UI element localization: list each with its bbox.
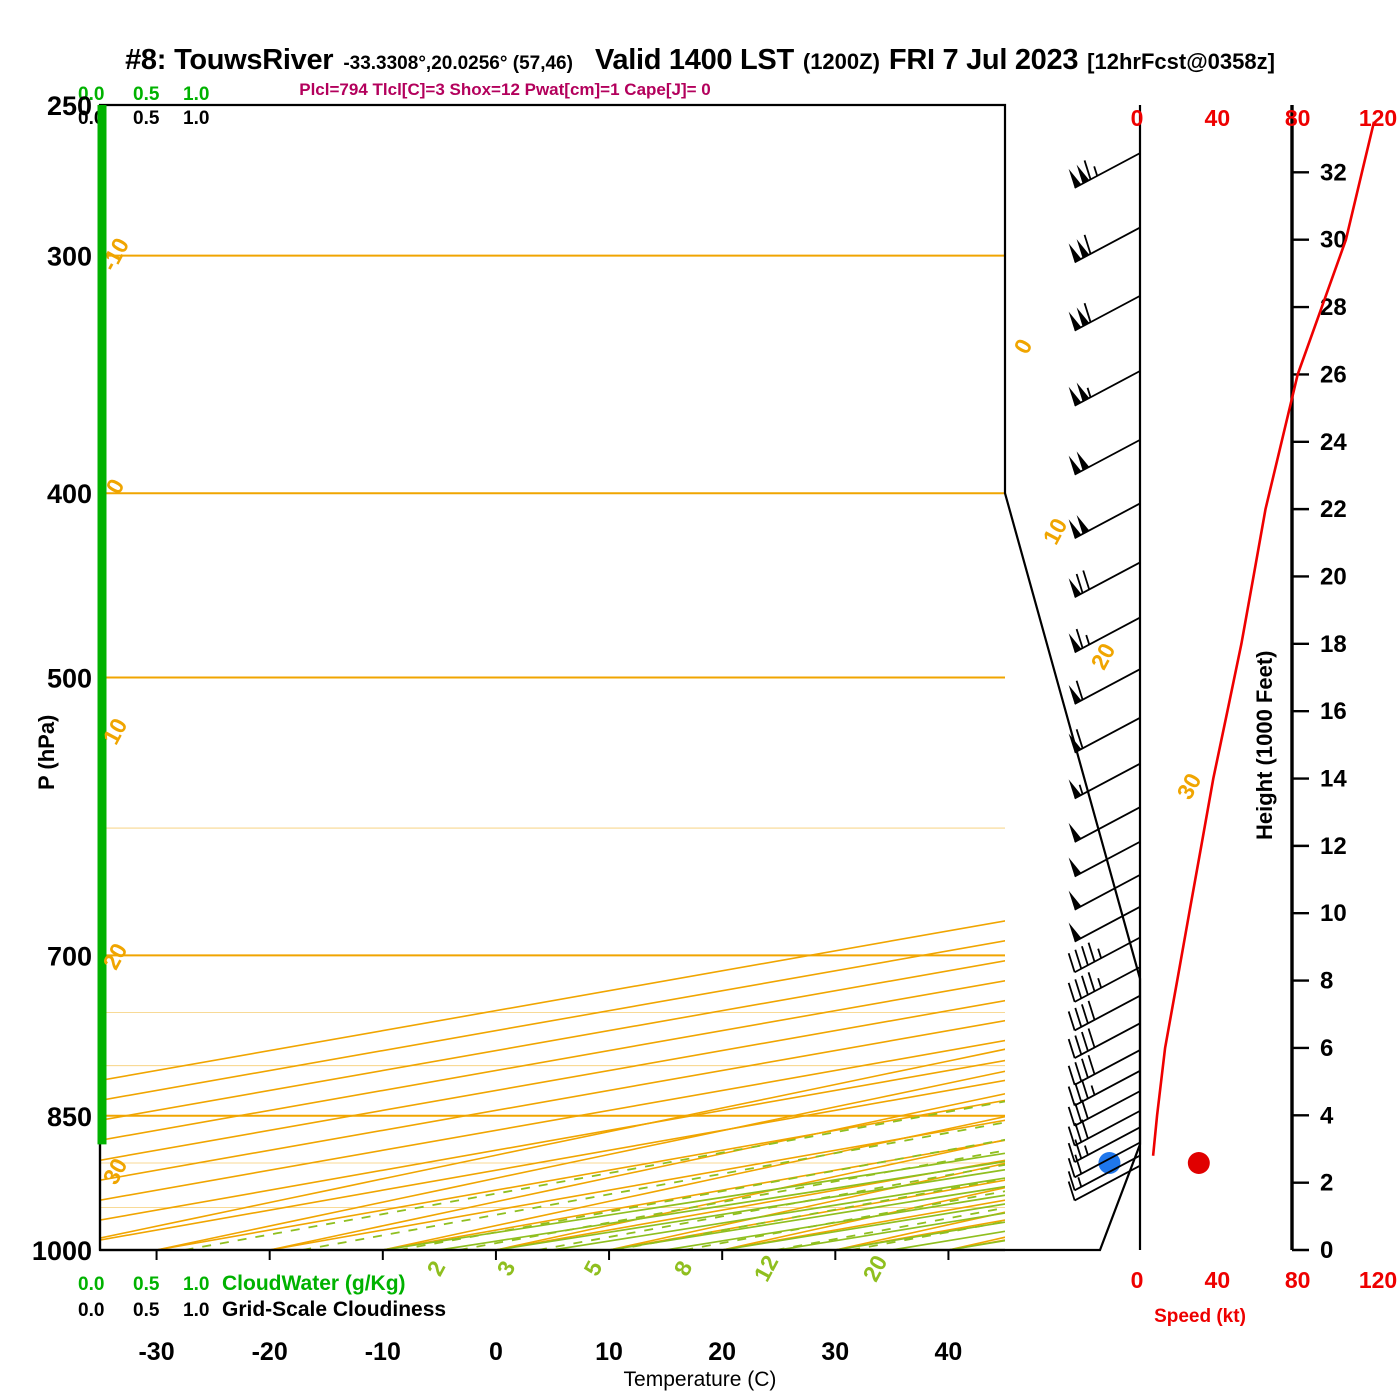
svg-text:14: 14 <box>1320 766 1347 793</box>
svg-text:700: 700 <box>47 941 92 971</box>
svg-text:-30: -30 <box>138 1338 174 1366</box>
pressure-axis-label: P (hPa) <box>34 714 59 790</box>
svg-text:-10: -10 <box>365 1338 401 1366</box>
svg-text:24: 24 <box>1320 429 1347 456</box>
speed-axis-label: Speed (kt) <box>1154 1306 1246 1327</box>
cloudiness-bottom-tick-0: 0.0 <box>78 1300 105 1321</box>
svg-text:850: 850 <box>47 1102 92 1132</box>
skewt-background-lines <box>100 105 1005 1250</box>
svg-text:3: 3 <box>491 1256 520 1280</box>
valid-date: FRI 7 Jul 2023 <box>888 44 1079 76</box>
svg-text:400: 400 <box>47 479 92 509</box>
svg-text:40: 40 <box>935 1338 963 1366</box>
station-coords: -33.3308°,20.0256° (57,46) <box>343 53 573 74</box>
cloudwater-bottom-tick-1: 0.5 <box>133 1274 160 1295</box>
height-axis-label: Height (1000 Feet) <box>1252 650 1277 841</box>
svg-text:0: 0 <box>1008 334 1037 358</box>
svg-text:10: 10 <box>1037 514 1072 549</box>
station-name: TouwsRiver <box>174 44 334 76</box>
svg-text:20: 20 <box>1320 563 1347 590</box>
svg-text:0: 0 <box>489 1338 503 1366</box>
forecast-stamp: [12hrFcst@0358z] <box>1087 49 1275 74</box>
svg-text:120: 120 <box>1359 105 1397 131</box>
cloudwater-top-tick-0: 0.0 <box>78 84 105 105</box>
temperature-axis-label: Temperature (C) <box>623 1368 777 1391</box>
svg-text:0: 0 <box>1320 1237 1333 1264</box>
svg-text:20: 20 <box>708 1338 736 1366</box>
title-bar: #8: TouwsRiver -33.3308°,20.0256° (57,46… <box>0 44 1400 76</box>
cloudiness-bottom-tick-1: 0.5 <box>133 1300 160 1321</box>
svg-text:8: 8 <box>668 1256 697 1280</box>
svg-text:6: 6 <box>1320 1035 1333 1062</box>
sounding-stats: Plcl=794 Tlcl[C]=3 Shox=12 Pwat[cm]=1 Ca… <box>299 80 711 99</box>
cloudwater-bottom-tick-2: 1.0 <box>183 1274 210 1295</box>
svg-text:0: 0 <box>1131 1267 1144 1293</box>
svg-text:20: 20 <box>857 1251 892 1286</box>
valid-time: Valid 1400 LST <box>594 44 794 76</box>
svg-text:16: 16 <box>1320 698 1347 725</box>
svg-text:10: 10 <box>595 1338 623 1366</box>
cloudiness-top-tick-1: 0.5 <box>133 108 160 129</box>
wind-barb-panel <box>1067 105 1142 1250</box>
cloudwater-axis-label: CloudWater (g/Kg) <box>222 1272 406 1295</box>
station-id: #8: <box>125 44 167 76</box>
svg-text:18: 18 <box>1320 631 1347 658</box>
svg-text:0: 0 <box>1131 105 1144 131</box>
surface-temperature <box>1187 1151 1210 1174</box>
cloudwater-top-tick-2: 1.0 <box>183 84 210 105</box>
svg-text:-20: -20 <box>252 1338 288 1366</box>
svg-text:40: 40 <box>1205 105 1231 131</box>
svg-text:5: 5 <box>578 1256 607 1280</box>
svg-text:80: 80 <box>1285 105 1311 131</box>
svg-text:30: 30 <box>821 1338 849 1366</box>
svg-text:32: 32 <box>1320 159 1347 186</box>
svg-text:12: 12 <box>1320 833 1347 860</box>
svg-text:120: 120 <box>1359 1267 1397 1293</box>
svg-text:250: 250 <box>47 91 92 121</box>
cloudiness-axis-label: Grid-Scale Cloudiness <box>222 1298 447 1321</box>
cloudiness-top-tick-2: 1.0 <box>183 108 210 129</box>
cloudwater-top-tick-1: 0.5 <box>133 84 160 105</box>
svg-text:22: 22 <box>1320 496 1347 523</box>
cloudiness-bottom-tick-2: 1.0 <box>183 1300 210 1321</box>
svg-text:300: 300 <box>47 242 92 272</box>
svg-text:26: 26 <box>1320 361 1347 388</box>
temperature-curve <box>1199 169 1400 1163</box>
svg-text:8: 8 <box>1320 968 1333 995</box>
valid-time-utc: (1200Z) <box>802 49 880 74</box>
svg-text:1000: 1000 <box>32 1236 92 1266</box>
svg-text:500: 500 <box>47 664 92 694</box>
svg-text:10: 10 <box>1320 900 1347 927</box>
svg-text:2: 2 <box>421 1256 450 1280</box>
svg-text:80: 80 <box>1285 1267 1311 1293</box>
svg-text:30: 30 <box>1171 769 1206 804</box>
svg-text:2: 2 <box>1320 1170 1333 1197</box>
cloudwater-bottom-tick-0: 0.0 <box>78 1274 105 1295</box>
svg-text:4: 4 <box>1320 1102 1334 1129</box>
svg-text:40: 40 <box>1205 1267 1231 1293</box>
svg-text:12: 12 <box>748 1251 783 1286</box>
